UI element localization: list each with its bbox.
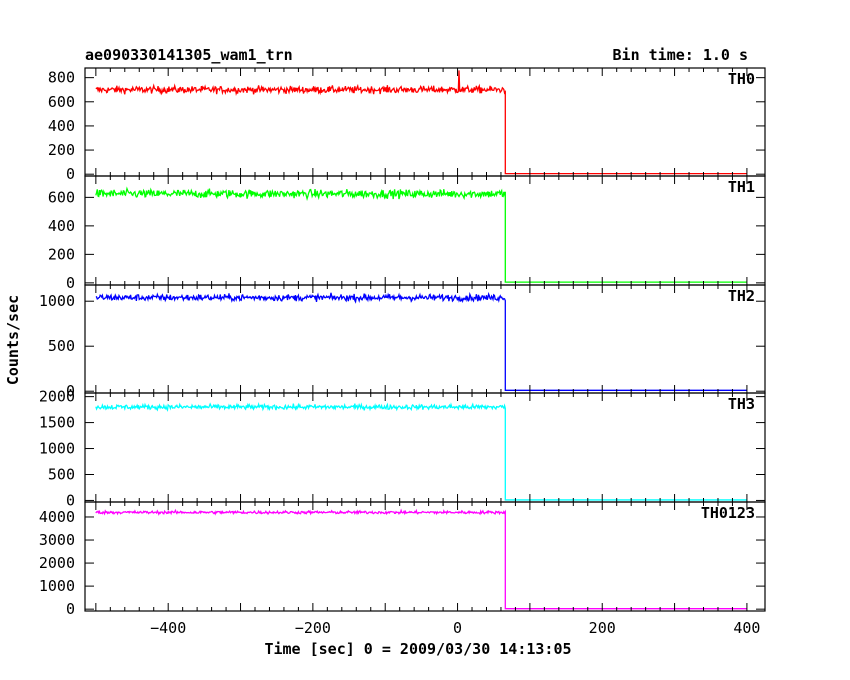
y-tick-label: 0: [66, 491, 75, 509]
y-tick-label: 600: [48, 93, 75, 111]
chart-title: ae090330141305_wam1_trn: [85, 46, 293, 64]
y-tick-label: 1000: [39, 440, 75, 458]
x-tick-label: 0: [453, 619, 462, 637]
y-tick-label: 500: [48, 465, 75, 483]
chart-subtitle: Bin time: 1.0 s: [613, 46, 748, 64]
panel-th0123: 0 1000 2000 3000 4000 TH0123: [39, 501, 766, 618]
y-tick-label: 0: [66, 274, 75, 292]
y-tick-label: 1000: [39, 577, 75, 595]
y-tick-label: 4000: [39, 508, 75, 526]
y-tick-label: 0: [66, 600, 75, 618]
y-tick-label: 800: [48, 69, 75, 87]
panel-frame: [84, 67, 766, 177]
panel-frame: [84, 284, 766, 394]
series-label: TH2: [728, 287, 755, 305]
panel-th1: 0 200 400 600 TH1: [48, 175, 766, 292]
x-tick-label: 400: [733, 619, 760, 637]
panel-frame: [84, 501, 766, 612]
y-tick-label: 200: [48, 141, 75, 159]
series-line-th1: [95, 186, 747, 283]
series-line-th2: [95, 291, 747, 391]
y-tick-label: 3000: [39, 531, 75, 549]
y-tick-label: 1500: [39, 414, 75, 432]
y-tick-label: 500: [48, 337, 75, 355]
panels-group: 0 200 400 600 800 TH0 0 200 400 600 TH1 0 500 1000 TH2…: [39, 67, 766, 637]
series-line-th0: [95, 70, 747, 175]
y-tick-label: 2000: [39, 554, 75, 572]
y-tick-label: 0: [66, 165, 75, 183]
y-tick-label: 1000: [39, 292, 75, 310]
panel-th3: 0 500 1000 1500 2000 TH3: [39, 388, 766, 509]
x-tick-label: −400: [150, 619, 186, 637]
x-axis-label: Time [sec] 0 = 2009/03/30 14:13:05: [264, 640, 571, 658]
y-tick-label: 200: [48, 245, 75, 263]
series-line-th3: [95, 401, 747, 501]
x-tick-label: 200: [589, 619, 616, 637]
y-tick-label: 400: [48, 217, 75, 235]
panel-th2: 0 500 1000 TH2: [39, 284, 766, 400]
y-tick-label: 2000: [39, 388, 75, 406]
y-tick-label: 0: [66, 382, 75, 400]
series-label: TH3: [728, 395, 755, 413]
y-tick-label: 400: [48, 117, 75, 135]
panel-th0: 0 200 400 600 800 TH0: [48, 67, 766, 183]
series-label: TH1: [728, 178, 755, 196]
series-label: TH0: [728, 70, 755, 88]
series-line-th0123: [95, 508, 747, 610]
series-label: TH0123: [701, 504, 755, 522]
x-tick-label: −200: [295, 619, 331, 637]
panel-frame: [84, 392, 766, 503]
y-tick-label: 600: [48, 188, 75, 206]
y-axis-label: Counts/sec: [4, 295, 22, 385]
